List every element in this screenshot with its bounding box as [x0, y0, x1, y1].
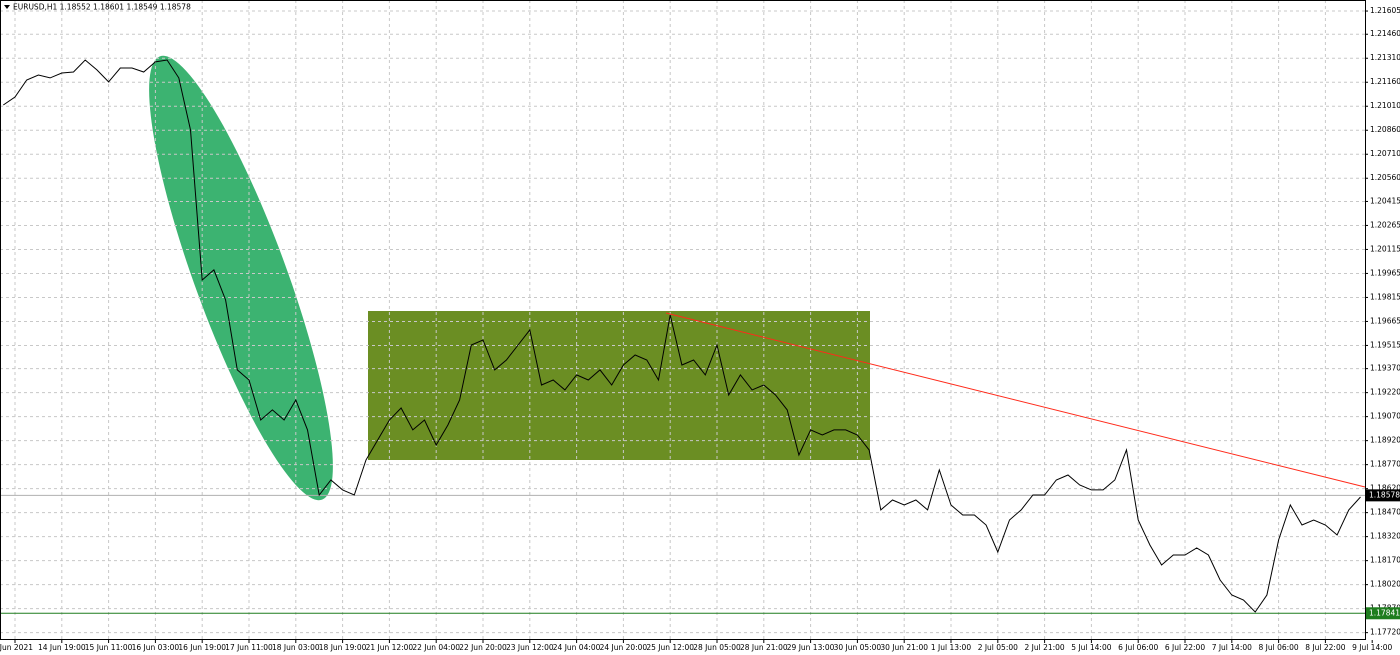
x-tick-label: 18 Jun 03:00: [272, 643, 320, 652]
y-tick-label: 1.20860: [1370, 125, 1400, 134]
y-tick-label: 1.18020: [1370, 580, 1400, 589]
y-tick-label: 1.19815: [1370, 292, 1400, 301]
y-tick-label: 1.18470: [1370, 508, 1400, 517]
x-tick-label: 2 Jul 05:00: [978, 643, 1018, 652]
x-tick-label: 8 Jul 22:00: [1305, 643, 1345, 652]
x-tick-label: 30 Jun 05:00: [834, 643, 882, 652]
y-tick-label: 1.19370: [1370, 364, 1400, 373]
y-tick-label: 1.19515: [1370, 340, 1400, 349]
y-tick-label: 1.18770: [1370, 460, 1400, 469]
x-tick-label: 14 Jun 19:00: [38, 643, 86, 652]
y-tick-label: 1.21010: [1370, 101, 1400, 110]
price-line: [3, 59, 1361, 613]
x-tick-label: 22 Jun 04:00: [412, 643, 460, 652]
y-tick-label: 1.19070: [1370, 412, 1400, 421]
x-tick-label: 25 Jun 12:00: [646, 643, 694, 652]
x-tick-label: 17 Jun 11:00: [225, 643, 273, 652]
chart-title: EURUSD,H1 1.18552 1.18601 1.18549 1.1857…: [13, 3, 191, 12]
x-tick-label: 28 Jun 05:00: [693, 643, 741, 652]
y-tick-label: 1.20415: [1370, 196, 1400, 205]
x-tick-label: 30 Jun 21:00: [880, 643, 928, 652]
ellipse-object: [149, 55, 333, 501]
x-tick-label: 9 Jul 14:00: [1352, 643, 1392, 652]
y-tick-label: 1.20560: [1370, 173, 1400, 182]
y-tick-label: 1.19965: [1370, 268, 1400, 277]
plot: [0, 59, 1365, 614]
x-tick-label: 2 Jul 21:00: [1024, 643, 1064, 652]
y-tick-label: 1.21160: [1370, 77, 1400, 86]
x-tick-label: 6 Jul 06:00: [1118, 643, 1158, 652]
x-tick-label: 28 Jun 21:00: [740, 643, 788, 652]
plot-frame: [0, 0, 1366, 640]
y-tick-label: 1.18920: [1370, 436, 1400, 445]
y-tick-label: 1.21460: [1370, 29, 1400, 38]
y-tick-label: 1.21605: [1370, 6, 1400, 15]
y-tick-label: 1.18170: [1370, 556, 1400, 565]
level-label: 1.17841: [1369, 608, 1400, 617]
x-tick-label: 1 Jul 13:00: [931, 643, 971, 652]
x-tick-label: 24 Jun 04:00: [553, 643, 601, 652]
y-tick-label: 1.19220: [1370, 388, 1400, 397]
x-tick-label: 24 Jun 20:00: [600, 643, 648, 652]
drawing-objects: [149, 55, 870, 501]
y-tick-label: 1.21310: [1370, 53, 1400, 62]
grid: [0, 0, 1365, 640]
level-box: [1366, 607, 1400, 620]
x-tick-label: 5 Jul 14:00: [1071, 643, 1111, 652]
x-tick-label: 16 Jun 03:00: [132, 643, 180, 652]
y-tick-label: 1.19665: [1370, 316, 1400, 325]
x-tick-label: 22 Jun 20:00: [459, 643, 507, 652]
trend-line: [665, 312, 1366, 488]
current-price-box: [1366, 489, 1400, 502]
y-tick-label: 1.18320: [1370, 532, 1400, 541]
rectangle-object: [368, 311, 870, 460]
y-tick-label: 1.20710: [1370, 149, 1400, 158]
x-tick-label: 23 Jun 12:00: [506, 643, 554, 652]
x-tick-label: 6 Jul 22:00: [1165, 643, 1205, 652]
y-tick-label: 1.20115: [1370, 244, 1400, 253]
x-tick-label: 7 Jul 14:00: [1212, 643, 1252, 652]
y-tick-label: 1.17720: [1370, 628, 1400, 637]
symbol-menu-icon[interactable]: [4, 5, 10, 9]
x-tick-label: 8 Jul 06:00: [1258, 643, 1298, 652]
x-tick-label: 14 Jun 2021: [0, 643, 33, 652]
x-tick-label: 16 Jun 19:00: [178, 643, 226, 652]
x-tick-label: 29 Jun 13:00: [787, 643, 835, 652]
y-tick-label: 1.20265: [1370, 220, 1400, 229]
x-tick-label: 18 Jun 19:00: [319, 643, 367, 652]
y-tick-label: 1.18620: [1370, 484, 1400, 493]
x-tick-label: 15 Jun 11:00: [85, 643, 133, 652]
current-price-label: 1.18578: [1369, 490, 1400, 499]
x-tick-label: 21 Jun 12:00: [366, 643, 414, 652]
